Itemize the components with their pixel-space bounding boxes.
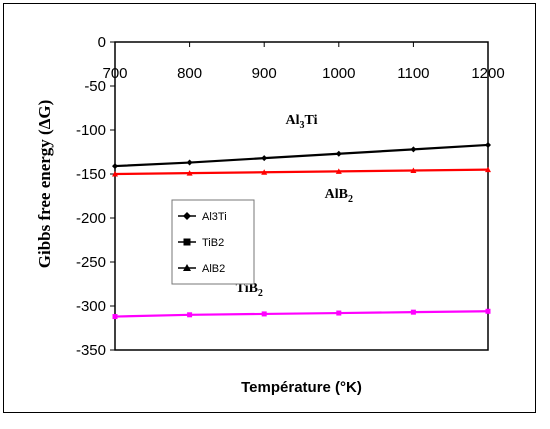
data-point-alb2 <box>335 168 342 174</box>
x-axis: 700 800 900 1000 1100 1200 <box>102 42 505 82</box>
y-tick-label: -250 <box>76 254 106 271</box>
legend: Al3Ti TiB2 AlB2 <box>171 199 255 285</box>
y-tick-label: -50 <box>84 78 106 95</box>
legend-label: Al3Ti <box>202 211 227 223</box>
data-point-alb2 <box>410 167 417 173</box>
data-point-tib2 <box>261 311 267 317</box>
series-annotation: AlB2 <box>325 187 353 205</box>
data-point-al3ti <box>485 141 491 148</box>
y-tick-label: -100 <box>76 122 106 139</box>
plot-area <box>114 41 489 351</box>
series-layer <box>112 141 491 320</box>
x-tick-label: 900 <box>252 65 277 82</box>
y-tick-label: 0 <box>98 34 106 51</box>
y-tick-label: -200 <box>76 210 106 227</box>
series-line-alb2 <box>114 168 489 176</box>
x-axis-label: Température (°K) <box>241 379 362 396</box>
legend-label: TiB2 <box>202 237 224 249</box>
y-axis: 0 -50 -100 -150 -200 -250 -300 -350 <box>76 34 115 359</box>
y-tick-label: -300 <box>76 298 106 315</box>
legend-marker-diamond <box>183 212 191 220</box>
data-point-tib2 <box>187 312 193 318</box>
data-point-al3ti <box>335 150 342 157</box>
data-point-tib2 <box>336 310 342 316</box>
x-tick-label: 1200 <box>471 65 504 82</box>
data-point-alb2 <box>112 171 118 177</box>
data-point-al3ti <box>112 163 118 170</box>
series-annotation: Al3Ti <box>286 113 318 131</box>
data-point-al3ti <box>261 155 268 162</box>
y-axis-label: Gibbs free energy (ΔG) <box>35 100 54 269</box>
data-point-tib2 <box>485 308 491 314</box>
data-point-tib2 <box>410 309 416 315</box>
series-line-al3ti <box>114 143 489 168</box>
data-point-tib2 <box>112 314 118 320</box>
data-point-alb2 <box>186 170 193 176</box>
x-tick-label: 1000 <box>322 65 355 82</box>
annotation-layer: Al3Ti AlB2 TiB2 <box>236 113 353 299</box>
data-point-al3ti <box>410 146 417 153</box>
y-tick-label: -350 <box>76 342 106 359</box>
x-tick-label: 800 <box>177 65 202 82</box>
data-point-alb2 <box>261 169 268 175</box>
series-annotation: TiB2 <box>236 281 263 299</box>
data-point-al3ti <box>186 159 193 166</box>
legend-marker-triangle <box>183 264 191 271</box>
data-point-alb2 <box>485 166 491 173</box>
legend-label: AlB2 <box>202 263 225 275</box>
y-tick-label: -150 <box>76 166 106 183</box>
legend-marker-square <box>183 238 191 246</box>
x-tick-label: 1100 <box>397 65 429 82</box>
series-line-tib2 <box>114 310 489 318</box>
x-tick-label: 700 <box>102 65 127 82</box>
